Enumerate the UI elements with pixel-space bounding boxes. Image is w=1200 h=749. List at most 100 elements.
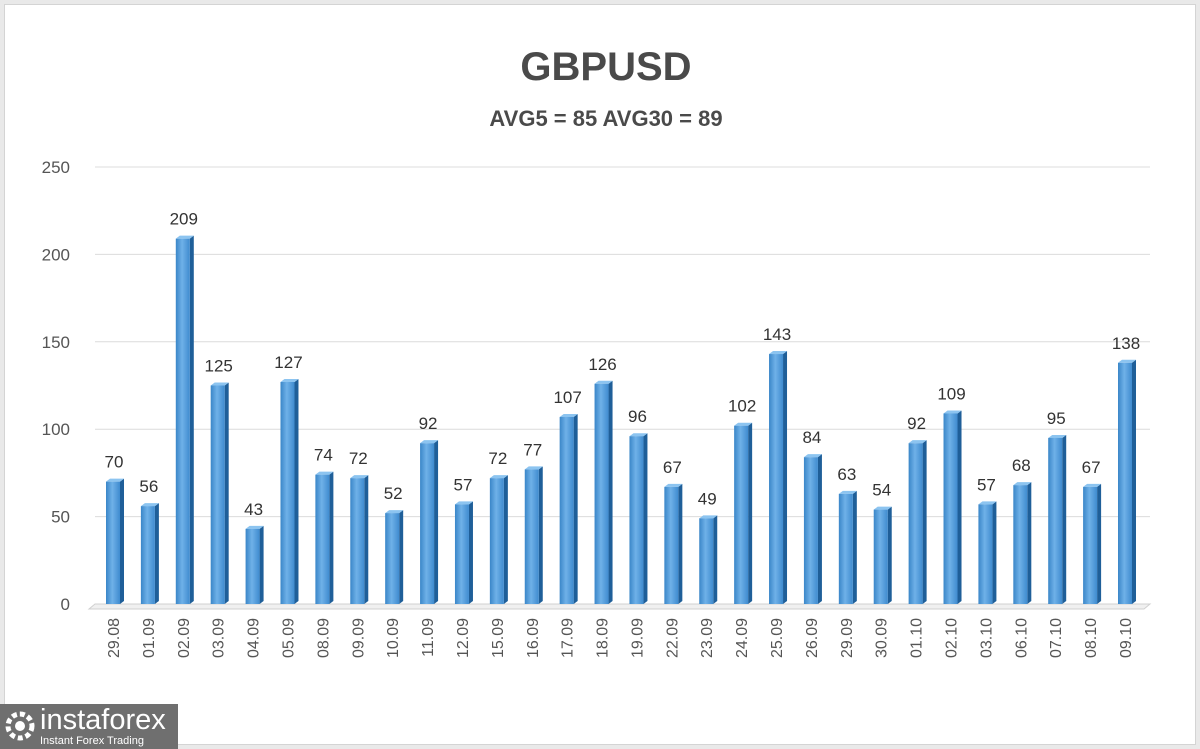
data-label: 56 (139, 477, 158, 496)
bar-side (817, 454, 822, 604)
bar-side (608, 380, 613, 604)
bar (1118, 362, 1132, 604)
data-label: 127 (274, 353, 302, 372)
x-tick-label: 02.10 (944, 618, 961, 658)
data-label: 102 (728, 397, 756, 416)
bar-top (769, 351, 788, 355)
x-tick-label: 03.09 (211, 618, 228, 658)
data-label: 57 (454, 475, 473, 494)
bar (873, 509, 888, 604)
x-tick-label: 22.09 (664, 618, 681, 658)
data-label: 70 (105, 453, 124, 472)
x-tick-label: 09.09 (350, 618, 367, 658)
y-tick-label: 50 (51, 508, 70, 527)
bar-side (294, 379, 299, 604)
bar-top (699, 515, 718, 519)
bar (385, 513, 400, 604)
bar (664, 486, 679, 604)
data-label: 84 (802, 428, 821, 447)
data-label: 138 (1112, 334, 1140, 353)
bar (140, 506, 155, 604)
bar-top (1013, 482, 1032, 486)
bar (1013, 485, 1028, 604)
x-tick-label: 23.09 (699, 618, 716, 658)
bar-side (364, 475, 369, 604)
bar-side (259, 525, 264, 604)
x-tick-label: 19.09 (629, 618, 646, 658)
bar-top (106, 478, 124, 482)
bar-top (908, 440, 927, 444)
data-label: 209 (170, 210, 198, 229)
bar-side (957, 410, 962, 604)
bar-side (399, 510, 404, 604)
logo-gear-icon (5, 711, 35, 741)
x-tick-label: 29.09 (839, 618, 856, 658)
x-tick-label: 24.09 (734, 618, 751, 658)
x-tick-label: 01.09 (141, 618, 158, 658)
y-tick-label: 250 (42, 158, 70, 177)
bar-side (748, 422, 753, 604)
bar-top (873, 506, 892, 510)
bar (1048, 437, 1063, 604)
x-tick-label: 15.09 (490, 618, 507, 658)
bar-top (245, 525, 264, 529)
data-label: 43 (244, 500, 263, 519)
bar-top (1048, 434, 1067, 438)
bar-side (1132, 359, 1136, 604)
data-label: 63 (837, 465, 856, 484)
data-label: 143 (763, 325, 791, 344)
data-label: 77 (523, 440, 542, 459)
bar-side (224, 382, 229, 604)
y-tick-label: 100 (42, 420, 70, 439)
data-label: 72 (488, 449, 507, 468)
floor (87, 603, 1152, 610)
bar-side (189, 235, 194, 604)
x-tick-label: 11.09 (420, 618, 437, 657)
data-label: 57 (977, 475, 996, 494)
bar (175, 238, 190, 604)
data-label: 92 (907, 414, 926, 433)
data-label: 96 (628, 407, 647, 426)
bar-side (1062, 434, 1067, 604)
x-tick-label: 04.09 (246, 618, 263, 658)
bar-side (573, 413, 578, 604)
bar (943, 413, 958, 604)
bar-side (468, 501, 473, 604)
bar (908, 443, 923, 604)
bar-side (329, 471, 334, 604)
bar (454, 504, 469, 604)
y-tick-label: 200 (42, 245, 70, 264)
bar (699, 518, 714, 604)
bar-side (678, 483, 683, 604)
bar (734, 425, 749, 604)
bar-side (852, 490, 857, 604)
bar-top (140, 503, 159, 507)
bar (524, 469, 539, 604)
y-tick-label: 150 (42, 333, 70, 352)
data-label: 126 (588, 355, 616, 374)
bar-side (120, 478, 124, 604)
chart-subtitle: AVG5 = 85 AVG30 = 89 (489, 106, 722, 131)
bar (559, 416, 574, 604)
x-tick-label: 06.10 (1013, 618, 1030, 658)
x-tick-label: 07.10 (1048, 618, 1065, 658)
bar-top (1118, 359, 1136, 363)
data-label: 68 (1012, 456, 1031, 475)
bar (978, 504, 993, 604)
bar-side (434, 440, 439, 604)
bar-top (350, 475, 369, 479)
bar-side (538, 466, 543, 604)
bar-top (280, 379, 299, 383)
data-label: 109 (937, 384, 965, 403)
x-tick-label: 26.09 (804, 618, 821, 658)
bar-top (734, 422, 753, 426)
x-tick-label: 18.09 (595, 618, 612, 658)
x-tick-label: 30.09 (874, 618, 891, 658)
bar-top (559, 413, 578, 417)
data-label: 92 (419, 414, 438, 433)
bar-top (210, 382, 229, 386)
bar-top (943, 410, 962, 414)
bar-top (838, 490, 857, 494)
bar-side (887, 506, 892, 604)
bar-top (1083, 483, 1102, 487)
